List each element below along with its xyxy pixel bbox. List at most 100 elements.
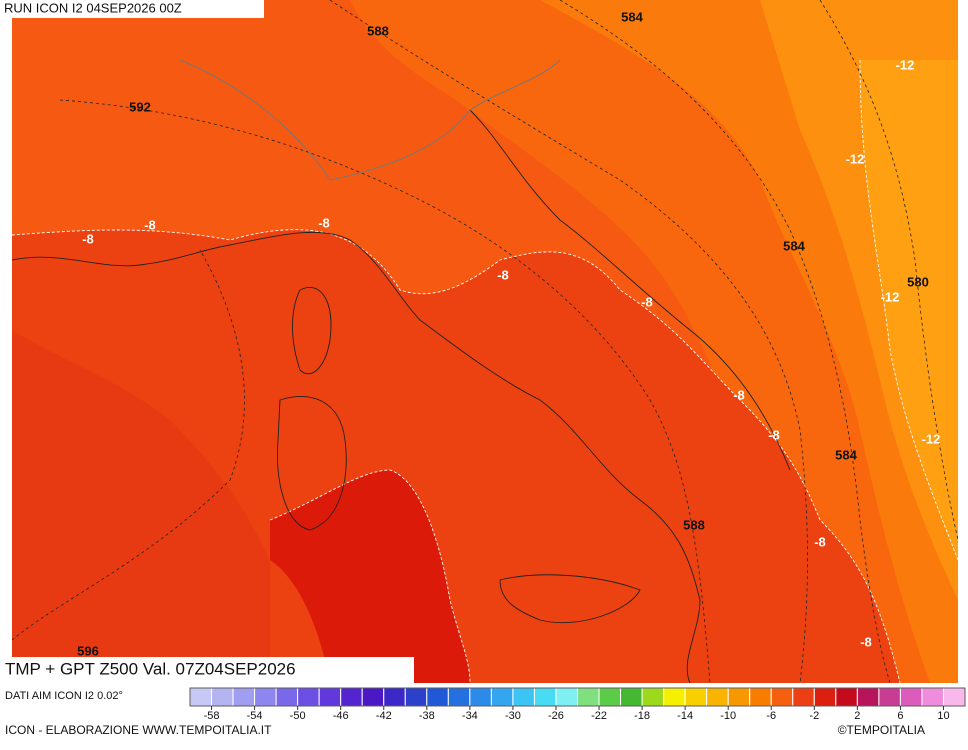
colorbar-swatch — [189, 687, 213, 707]
geopotential-contour — [819, 0, 958, 541]
geopotential-label: 584 — [621, 9, 643, 24]
colorbar-swatch — [447, 687, 471, 707]
colorbar-tick-label: -26 — [548, 710, 564, 722]
run-label: RUN ICON I2 04SEP2026 00Z — [4, 0, 182, 15]
colorbar-swatch — [921, 687, 944, 707]
isotherm — [269, 469, 471, 683]
geopotential-label: 588 — [683, 517, 705, 532]
isotherm — [859, 59, 958, 561]
run-box — [0, 0, 264, 18]
colorbar-tick-label: -30 — [505, 710, 521, 722]
colorbar-swatch — [361, 687, 385, 707]
colorbar-swatch — [770, 687, 794, 707]
geopotential-label: 592 — [129, 99, 151, 114]
colorbar-tick-label: 2 — [854, 710, 860, 722]
colorbar-swatch — [942, 687, 966, 707]
geopotential-contour — [329, 0, 808, 683]
temperature-label: -12 — [922, 431, 941, 446]
colorbar-swatch — [878, 687, 901, 707]
east-light — [860, 60, 958, 560]
colorbar-swatch — [318, 687, 342, 707]
colorbar: -58 -54 -50 -46 -42 -38 -34 -30 -26 -22 -18 -14 -10-… — [189, 687, 966, 722]
temperature-label: -8 — [768, 427, 780, 442]
colorbar-swatch — [533, 687, 557, 707]
temperature-label: -8 — [144, 217, 156, 232]
temperature-label: -12 — [846, 151, 865, 166]
colorbar-swatch — [684, 687, 708, 707]
colorbar-swatch — [577, 687, 600, 707]
colorbar-swatch — [340, 687, 363, 707]
colorbar-swatch — [383, 687, 406, 707]
sardinia — [277, 396, 347, 531]
brand: ©TEMPOITALIA — [838, 723, 925, 737]
colorbar-swatch — [232, 687, 256, 707]
colorbar-swatch — [211, 687, 234, 707]
data-source: DATI AIM ICON I2 0.02° — [5, 690, 123, 702]
geopotential-contour — [559, 0, 891, 683]
temperature-label: -8 — [733, 387, 745, 402]
temperature-label: -8 — [318, 215, 330, 230]
credit: ICON - ELABORAZIONE WWW.TEMPOITALIA.IT — [5, 723, 272, 737]
temperature-label: -8 — [497, 267, 509, 282]
colorbar-tick-label: -14 — [677, 710, 693, 722]
geopotential-label: 580 — [907, 274, 929, 289]
colorbar-swatch — [275, 687, 299, 707]
colorbar-swatch — [813, 687, 837, 707]
temperature-label: -12 — [896, 57, 915, 72]
colorbar-swatch — [490, 687, 514, 707]
colorbar-tick-label: -22 — [591, 710, 607, 722]
colorbar-tick-label: -6 — [766, 710, 776, 722]
coastline — [469, 109, 791, 471]
coastline — [12, 231, 701, 683]
map: 584 588 592 584 580 584 588 596 -12 -12 -8 -8 -8 -8 -8… — [12, 0, 958, 683]
colorbar-tick-label: 10 — [937, 710, 949, 722]
geopotential-label: 596 — [77, 643, 99, 658]
colorbar-swatch — [469, 687, 492, 707]
title-box — [0, 657, 414, 683]
map-labels: 584 588 592 584 580 584 588 596 -12 -12 -8 -8 -8 -8 -8… — [77, 9, 940, 658]
colorbar-tick-label: -54 — [247, 710, 263, 722]
colorbar-tick-label: -38 — [419, 710, 435, 722]
temperature-label: -12 — [881, 289, 900, 304]
colorbar-swatch — [727, 687, 751, 707]
colorbar-swatch — [899, 687, 923, 707]
colorbar-tick-label: -34 — [462, 710, 478, 722]
colorbar-tick-label: -2 — [809, 710, 819, 722]
colorbar-swatch — [512, 687, 535, 707]
west-zone — [12, 330, 270, 683]
colorbar-tick-label: 6 — [897, 710, 903, 722]
colorbar-swatch — [555, 687, 579, 707]
colorbar-swatch — [835, 687, 858, 707]
sicily — [499, 574, 641, 624]
temperature-label: -8 — [814, 534, 826, 549]
colorbar-swatch — [297, 687, 320, 707]
colorbar-tick-label: -50 — [290, 710, 306, 722]
colorbar-tick-label: -46 — [333, 710, 349, 722]
colorbar-swatch — [706, 687, 729, 707]
geopotential-contour — [12, 249, 245, 641]
colorbar-swatch — [620, 687, 643, 707]
geopotential-label: 584 — [783, 238, 805, 253]
border — [179, 59, 561, 181]
colorbar-swatch — [856, 687, 880, 707]
colorbar-swatch — [749, 687, 772, 707]
colorbar-swatch — [404, 687, 428, 707]
map-title: TMP + GPT Z500 Val. 07Z04SEP2026 — [5, 659, 296, 678]
colorbar-frame — [189, 687, 966, 707]
colorbar-swatch — [254, 687, 277, 707]
colorbar-tick-label: -42 — [376, 710, 392, 722]
geopotential-label: 588 — [367, 23, 389, 38]
colorbar-swatch — [792, 687, 815, 707]
temperature-label: -8 — [860, 634, 872, 649]
colorbar-swatch — [598, 687, 622, 707]
temperature-label: -8 — [82, 231, 94, 246]
temperature-label: -8 — [641, 294, 653, 309]
colorbar-tick-label: -18 — [634, 710, 650, 722]
colorbar-swatch — [426, 687, 449, 707]
colorbar-swatch — [663, 687, 686, 707]
colorbar-tick-label: -58 — [204, 710, 220, 722]
hot-core — [270, 470, 470, 683]
corsica — [292, 287, 332, 375]
isotherm — [12, 229, 901, 683]
